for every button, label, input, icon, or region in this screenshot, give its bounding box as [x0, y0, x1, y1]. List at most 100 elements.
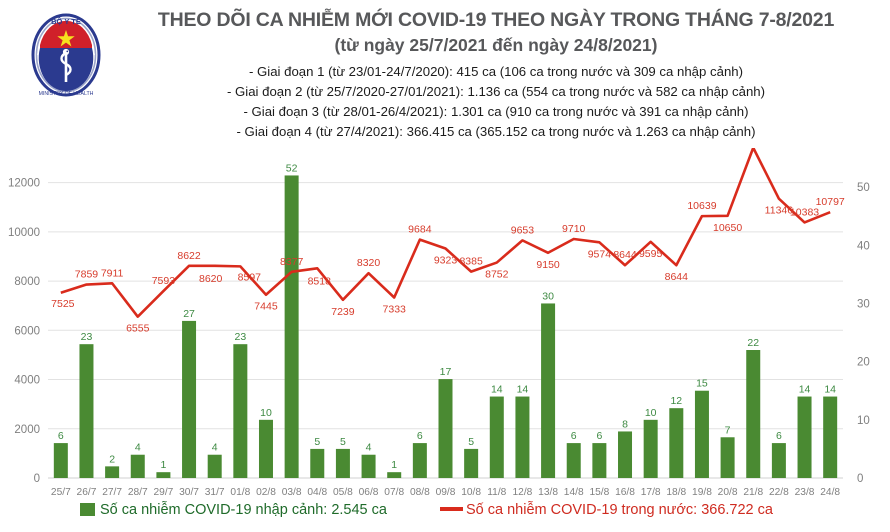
page-title: THEO DÕI CA NHIỄM MỚI COVID-19 THEO NGÀY…	[157, 9, 835, 31]
line-value-label: 8644	[613, 249, 637, 261]
line-value-label: 8377	[280, 256, 304, 268]
phase-line-3: - Giai đoạn 3 (từ 28/01-26/4/2021): 1.30…	[243, 104, 749, 120]
line-value-label: 9653	[511, 224, 535, 236]
bar	[746, 350, 761, 478]
legend-label-imported: Số ca nhiễm COVID-19 nhập cảnh: 2.545 ca	[100, 501, 388, 518]
bar	[669, 408, 684, 478]
logo-text-bottom: MINISTRY OF HEALTH	[39, 91, 94, 97]
bar	[797, 396, 812, 478]
bar	[412, 443, 427, 478]
x-axis-tick-label: 21/8	[743, 487, 763, 498]
bar-value-label: 4	[366, 442, 372, 454]
bar-value-label: 14	[824, 384, 836, 396]
x-axis-tick-label: 22/8	[769, 487, 789, 498]
x-axis-tick-label: 16/8	[615, 487, 635, 498]
left-axis-tick-label: 8000	[14, 276, 40, 288]
bar	[310, 448, 325, 478]
left-axis-tick-label: 12000	[8, 178, 40, 190]
chart-canvas: 0 2000 4000 6000 8000 10000 12000 0 10 20 30 40 50 6 2…	[8, 148, 870, 518]
line-value-label: 10650	[713, 222, 742, 234]
bar-value-label: 4	[212, 442, 218, 454]
right-axis-tick-label: 40	[857, 240, 870, 252]
header: BỘ Y TẾ MINISTRY OF HEALTH THEO DÕI CA N…	[0, 0, 890, 148]
page-subtitle: (từ ngày 25/7/2021 đến ngày 24/8/2021)	[334, 35, 658, 56]
line-value-labels: 7525 7859 7911 6555 7593 8622 8620 8597 7445 8377…	[51, 196, 845, 334]
x-axis-tick-label: 14/8	[564, 487, 584, 498]
line-series-domestic-cases	[60, 148, 831, 318]
bar	[720, 437, 735, 478]
left-axis-tick-label: 10000	[8, 227, 40, 239]
bar-value-label: 2	[109, 453, 115, 465]
bar	[156, 472, 171, 478]
bar-value-label: 4	[135, 442, 141, 454]
legend: Số ca nhiễm COVID-19 nhập cảnh: 2.545 ca…	[80, 501, 774, 518]
right-axis-tick-label: 20	[857, 357, 870, 369]
title-block: THEO DÕI CA NHIỄM MỚI COVID-19 THEO NGÀY…	[118, 8, 874, 58]
bar	[79, 344, 94, 478]
bar	[541, 303, 556, 478]
x-axis-tick-label: 04/8	[307, 487, 327, 498]
x-axis-tick-label: 27/7	[102, 487, 122, 498]
x-axis-tick-label: 07/8	[384, 487, 404, 498]
bar	[438, 379, 453, 478]
x-axis-tick-label: 30/7	[179, 487, 199, 498]
bar	[592, 443, 607, 478]
line-value-label: 9574	[588, 248, 612, 260]
bar-value-label: 27	[183, 308, 195, 320]
bar-value-label: 17	[440, 366, 452, 378]
legend-label-domestic: Số ca nhiễm COVID-19 trong nước: 366.722…	[466, 501, 774, 518]
x-axis-tick-label: 06/8	[359, 487, 379, 498]
x-axis-tick-label: 03/8	[282, 487, 302, 498]
bar-value-label: 1	[160, 459, 166, 471]
x-axis-tick-label: 24/8	[820, 487, 840, 498]
line-value-label: 8620	[199, 273, 223, 285]
line-value-label: 9323	[434, 255, 458, 267]
bar	[694, 390, 709, 478]
phase-line-4: - Giai đoạn 4 (từ 27/4/2021): 366.415 ca…	[236, 124, 756, 140]
x-axis-tick-label: 08/8	[410, 487, 430, 498]
bar	[618, 431, 633, 478]
line-value-label: 7525	[51, 298, 75, 310]
x-axis-tick-label: 01/8	[230, 487, 250, 498]
bar-value-label: 12	[670, 395, 682, 407]
bar-value-label: 22	[747, 337, 759, 349]
bar	[387, 472, 402, 478]
bar	[643, 419, 658, 478]
x-axis-tick-label: 31/7	[205, 487, 225, 498]
right-axis-tick-label: 30	[857, 298, 870, 310]
x-axis-tick-label: 19/8	[692, 487, 712, 498]
bar-value-label: 14	[517, 384, 529, 396]
legend-marker-imported	[80, 503, 95, 516]
line-value-label: 8597	[238, 271, 262, 283]
x-axis-tick-label: 12/8	[513, 487, 533, 498]
bar-value-label: 14	[799, 384, 811, 396]
line-value-label: 7445	[254, 301, 278, 313]
bar	[771, 443, 786, 478]
left-axis-tick-label: 2000	[14, 424, 40, 436]
bar	[464, 448, 479, 478]
x-axis-tick-label: 29/7	[153, 487, 173, 498]
bar-value-label: 15	[696, 378, 708, 390]
bar-value-label: 5	[340, 436, 346, 448]
bar	[489, 396, 504, 478]
line-value-label: 7911	[101, 267, 124, 279]
phase-line-2: - Giai đoạn 2 (từ 25/7/2020-27/01/2021):…	[226, 84, 766, 100]
line-value-label: 7333	[383, 303, 407, 315]
line-value-label: 9710	[562, 223, 586, 235]
right-axis-tick-label: 50	[857, 182, 870, 194]
bar	[130, 454, 145, 478]
phase-line-1: - Giai đoạn 1 (từ 23/01-24/7/2020): 415 …	[248, 64, 744, 79]
bar	[105, 466, 120, 478]
bar-value-label: 23	[234, 331, 246, 343]
phase-summary-list: - Giai đoạn 1 (từ 23/01-24/7/2020): 415 …	[118, 62, 874, 142]
bar-value-label: 5	[468, 436, 474, 448]
bar	[182, 320, 197, 478]
ministry-of-health-logo-icon: BỘ Y TẾ MINISTRY OF HEALTH	[24, 12, 108, 98]
x-axis-tick-label: 18/8	[666, 487, 686, 498]
grid-lines: 0 2000 4000 6000 8000 10000 12000	[8, 178, 843, 485]
line-value-label: 9595	[639, 248, 663, 260]
bar-value-label: 6	[571, 430, 577, 442]
bar-value-label: 6	[58, 430, 64, 442]
